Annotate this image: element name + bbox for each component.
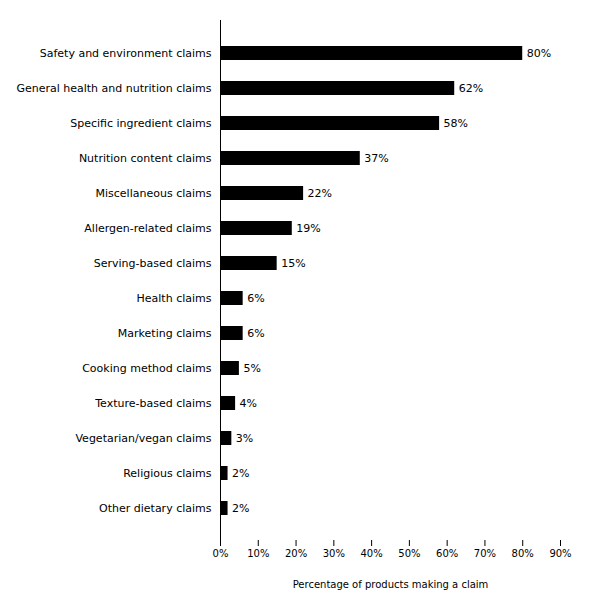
svg-text:Nutrition content claims: Nutrition content claims: [79, 152, 212, 165]
svg-text:Texture-based claims: Texture-based claims: [94, 397, 212, 410]
svg-text:Religious claims: Religious claims: [123, 467, 212, 480]
svg-text:80%: 80%: [512, 548, 534, 559]
svg-text:Serving-based claims: Serving-based claims: [94, 257, 212, 270]
svg-text:58%: 58%: [444, 117, 468, 130]
svg-text:Cooking method claims: Cooking method claims: [82, 362, 212, 375]
svg-text:90%: 90%: [549, 548, 571, 559]
svg-text:Safety and environment claims: Safety and environment claims: [40, 47, 212, 60]
svg-text:5%: 5%: [243, 362, 260, 375]
svg-text:80%: 80%: [527, 47, 551, 60]
svg-text:Other dietary claims: Other dietary claims: [99, 502, 212, 515]
svg-text:10%: 10%: [247, 548, 269, 559]
svg-text:2%: 2%: [232, 502, 249, 515]
svg-text:General health and nutrition c: General health and nutrition claims: [16, 82, 211, 95]
svg-text:Vegetarian/vegan claims: Vegetarian/vegan claims: [75, 432, 211, 445]
svg-text:6%: 6%: [247, 292, 264, 305]
svg-text:Marketing claims: Marketing claims: [118, 327, 212, 340]
svg-text:0%: 0%: [213, 548, 229, 559]
svg-text:6%: 6%: [247, 327, 264, 340]
svg-text:Specific ingredient claims: Specific ingredient claims: [70, 117, 212, 130]
svg-text:50%: 50%: [398, 548, 420, 559]
svg-text:4%: 4%: [240, 397, 257, 410]
svg-text:2%: 2%: [232, 467, 249, 480]
svg-text:70%: 70%: [474, 548, 496, 559]
svg-text:Miscellaneous claims: Miscellaneous claims: [96, 187, 212, 200]
svg-text:22%: 22%: [308, 187, 332, 200]
svg-text:60%: 60%: [436, 548, 458, 559]
svg-text:40%: 40%: [360, 548, 382, 559]
svg-text:Health claims: Health claims: [137, 292, 212, 305]
svg-text:19%: 19%: [296, 222, 320, 235]
svg-text:3%: 3%: [236, 432, 253, 445]
svg-text:15%: 15%: [281, 257, 305, 270]
svg-text:30%: 30%: [323, 548, 345, 559]
svg-text:Percentage of products making: Percentage of products making a claim: [293, 579, 489, 590]
svg-text:Allergen-related claims: Allergen-related claims: [84, 222, 211, 235]
svg-text:62%: 62%: [459, 82, 483, 95]
svg-text:20%: 20%: [285, 548, 307, 559]
svg-text:37%: 37%: [364, 152, 388, 165]
